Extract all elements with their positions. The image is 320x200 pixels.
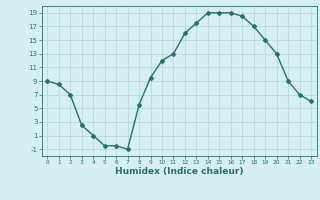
- X-axis label: Humidex (Indice chaleur): Humidex (Indice chaleur): [115, 167, 244, 176]
